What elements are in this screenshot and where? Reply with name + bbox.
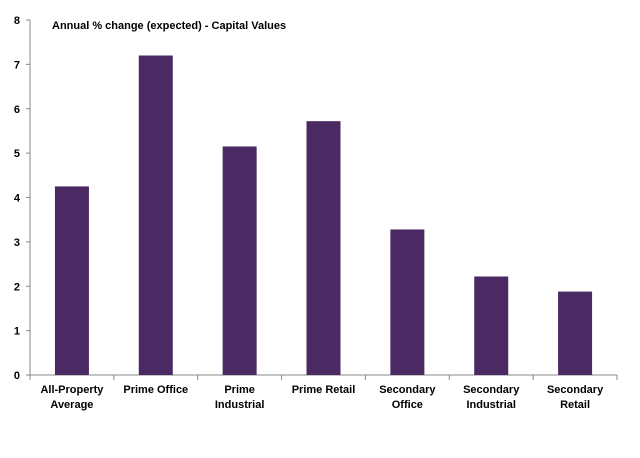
x-axis: All-Property Average Prime Office Prime Indu… [29,374,618,411]
y-axis: 0 1 2 3 4 5 6 7 8 [14,15,31,382]
y-tick-label: 2 [14,281,20,293]
x-category-label: Prime Retail [292,384,356,396]
x-category-label-line: Secondary [463,384,520,396]
y-tick-label: 5 [14,148,20,160]
x-category-label-line: Prime Office [123,384,188,396]
y-tick-label: 3 [14,237,20,249]
y-tick-label: 1 [14,326,20,338]
bar [474,276,509,375]
bar [222,146,257,375]
x-category-label-line: Retail [560,399,590,411]
x-category-label: All-Property Average [40,384,104,411]
x-category-label: Prime Office [123,384,188,396]
bar [558,291,593,375]
bar [54,186,89,375]
x-category-label: Secondary Retail [547,384,604,411]
x-category-label-line: Secondary [379,384,436,396]
bar [138,55,173,375]
y-tick-label: 4 [14,193,21,205]
bar [306,121,341,375]
x-category-label-line: Secondary [547,384,604,396]
x-category-label-line: Industrial [215,399,265,411]
x-category-label-line: Prime Retail [292,384,356,396]
bar [390,229,425,375]
y-tick-label: 0 [14,370,20,382]
x-category-label-line: Office [392,399,423,411]
x-category-label-line: Prime [224,384,255,396]
bars [54,55,593,375]
y-tick-label: 7 [14,59,20,71]
y-tick-label: 8 [14,15,20,27]
x-category-label: Prime Industrial [215,384,265,411]
x-category-label-line: Average [50,399,93,411]
x-category-label: Secondary Office [379,384,436,411]
chart-title: Annual % change (expected) - Capital Val… [52,20,286,32]
y-tick-label: 6 [14,104,20,116]
x-category-label: Secondary Industrial [463,384,520,411]
x-category-label-line: Industrial [466,399,516,411]
x-category-label-line: All-Property [40,384,104,396]
